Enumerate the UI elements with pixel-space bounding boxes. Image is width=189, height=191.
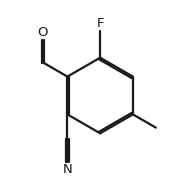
Text: N: N xyxy=(63,163,72,176)
Text: O: O xyxy=(37,26,48,39)
Text: F: F xyxy=(96,17,104,30)
